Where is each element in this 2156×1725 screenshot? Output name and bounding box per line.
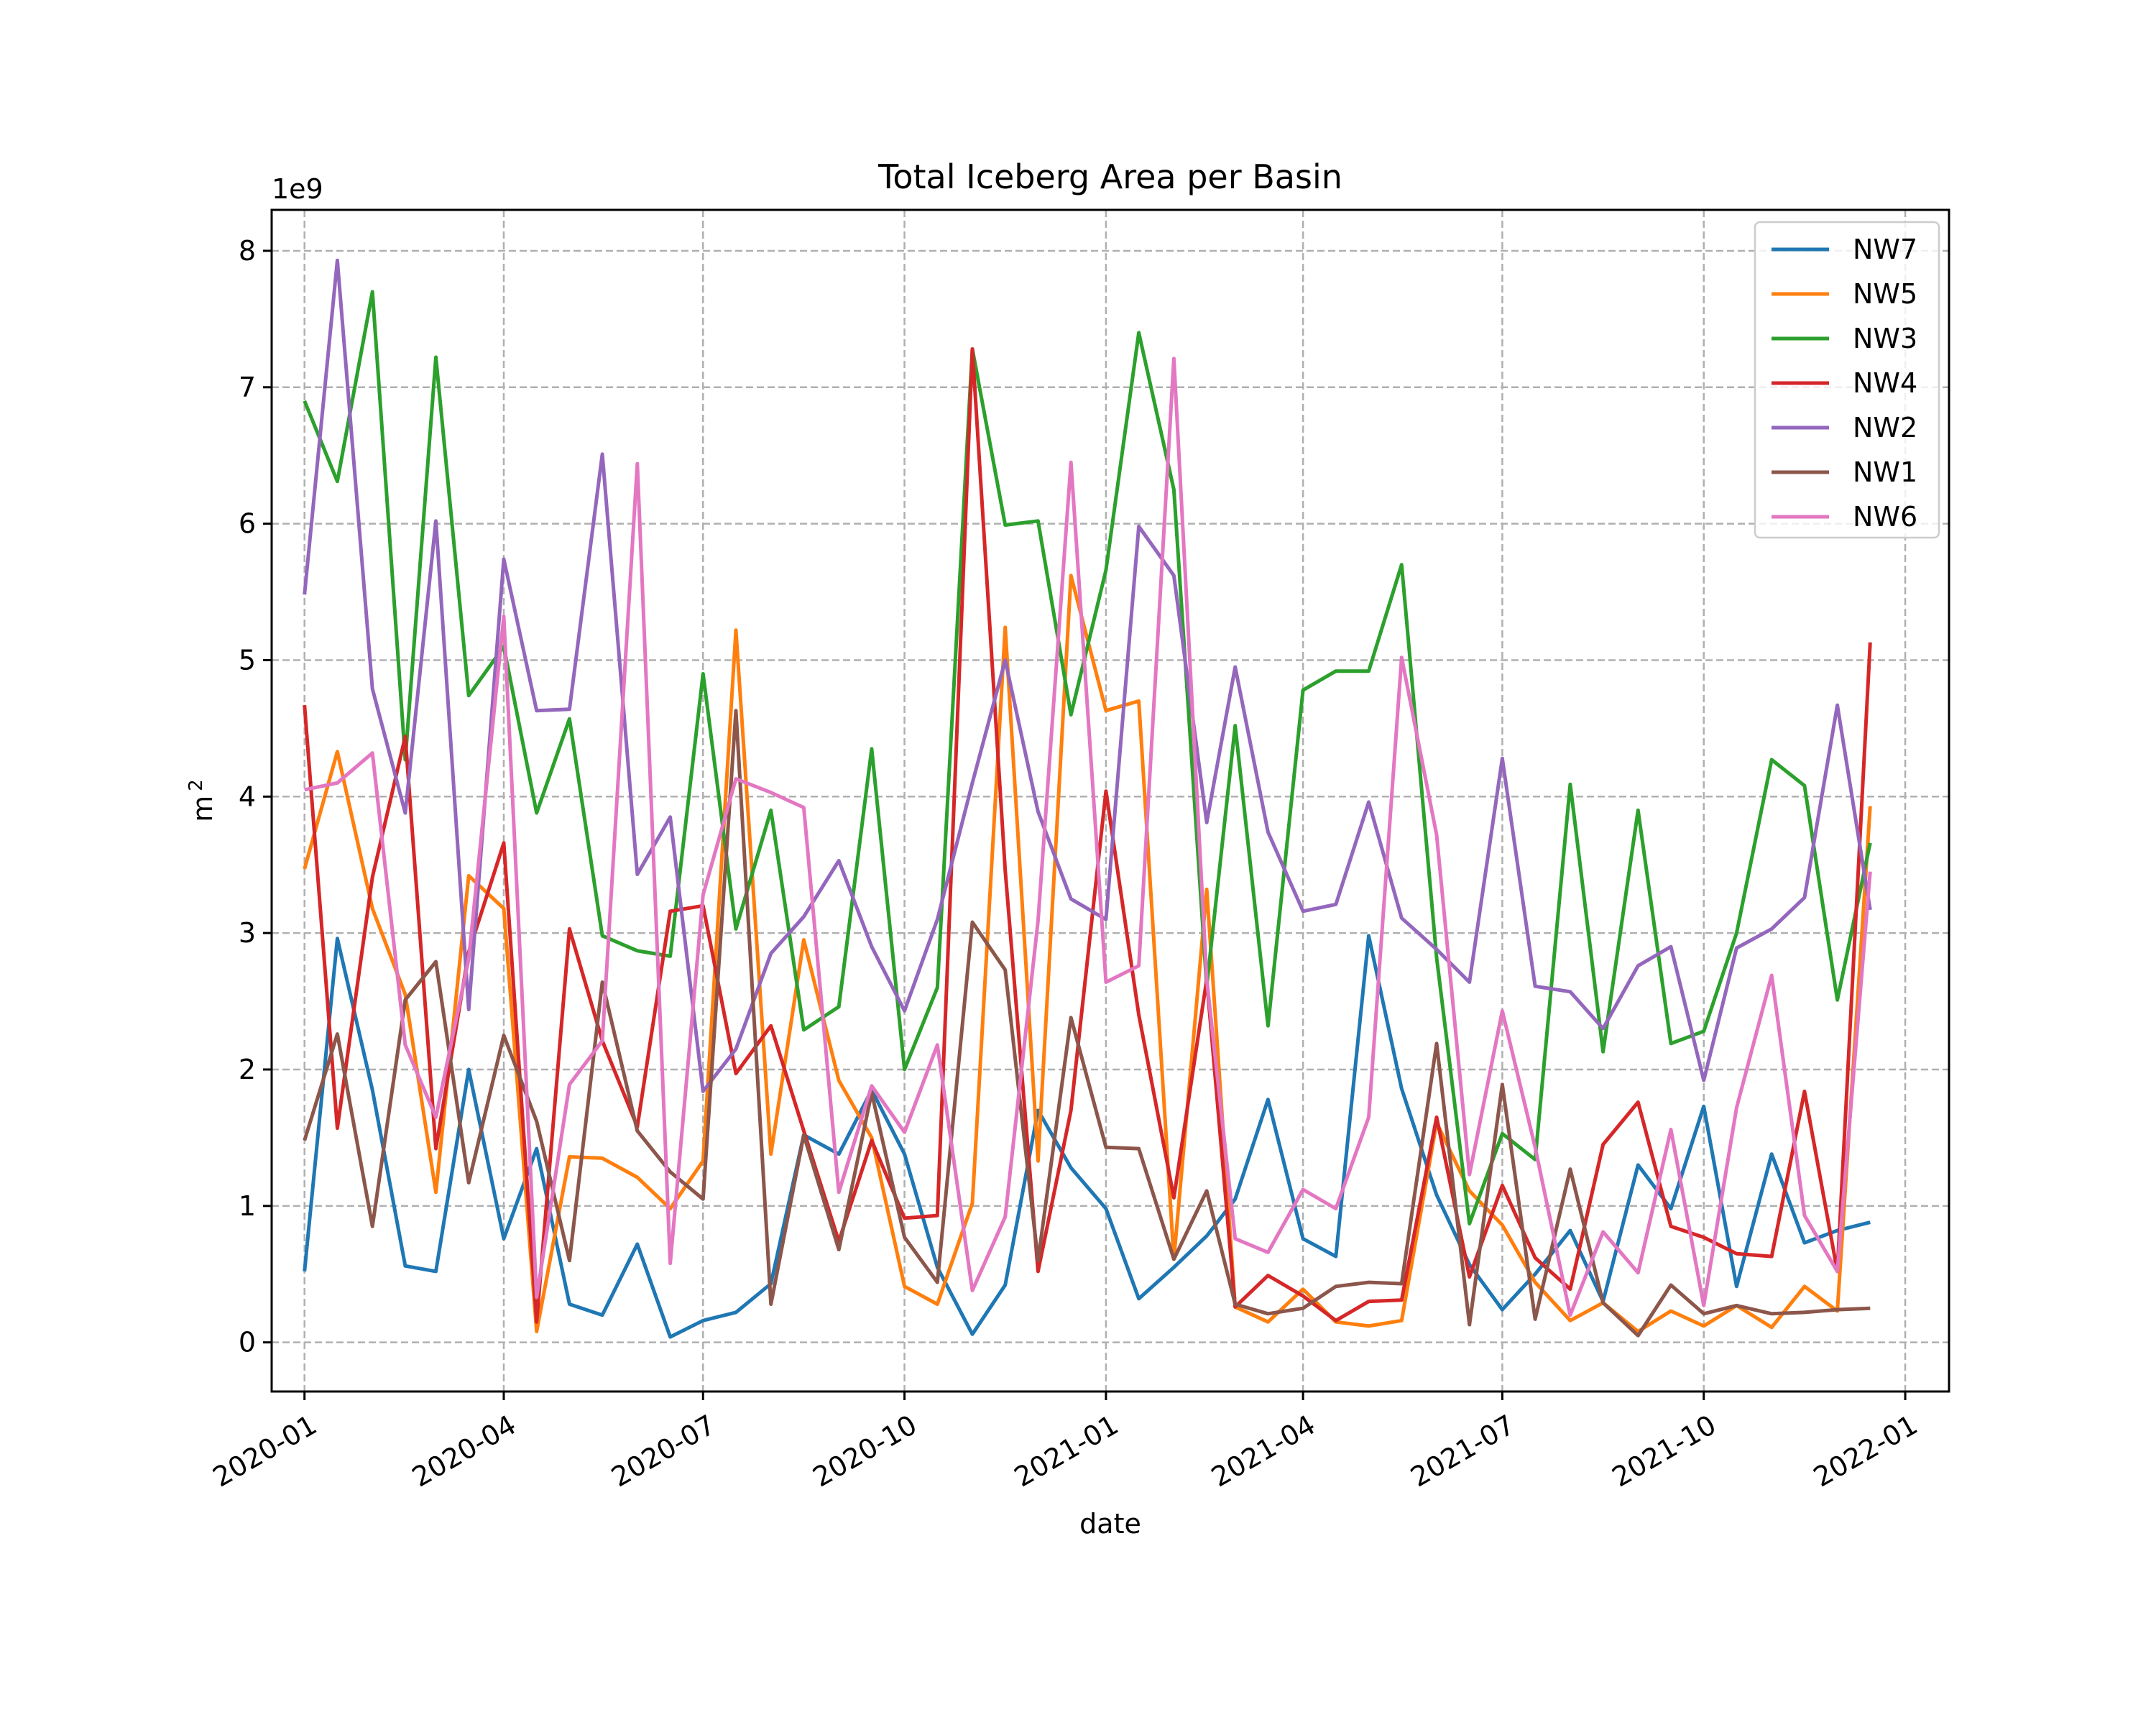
x-tick-label: 2022-01 [1808, 1409, 1923, 1493]
y-tick-label: 5 [239, 644, 256, 676]
legend-label-nw7: NW7 [1853, 234, 1917, 265]
x-tick-label: 2021-10 [1607, 1409, 1722, 1493]
x-axis-label: date [1079, 1508, 1141, 1540]
series-line-nw1 [303, 709, 1871, 1338]
y-axis-multiplier: 1e9 [272, 173, 323, 205]
y-tick-label: 1 [239, 1190, 256, 1222]
y-tick-label: 6 [239, 508, 256, 540]
y-tick-label: 8 [239, 235, 256, 267]
x-tick-label: 2020-04 [407, 1409, 522, 1493]
legend-label-nw2: NW2 [1853, 412, 1917, 443]
x-tick-label: 2021-07 [1405, 1409, 1520, 1493]
y-tick-label: 2 [239, 1054, 256, 1085]
series-line-nw3 [303, 290, 1872, 1225]
y-axis-label: m2 [185, 779, 218, 822]
x-tick-label: 2021-01 [1009, 1409, 1124, 1493]
plot-frame [270, 208, 1950, 1393]
y-axis-label-unit: m [187, 796, 218, 822]
y-tick-label: 4 [239, 781, 256, 812]
legend-label-nw6: NW6 [1853, 501, 1917, 533]
series-line-nw4 [303, 347, 1872, 1324]
axis-ticks: 2020-01 2020-04 2020-07 2020-10 2021-01 2021-… [208, 235, 1923, 1493]
legend-label-nw3: NW3 [1853, 323, 1917, 354]
legend: NW7 NW5 NW3 NW4 NW2 NW1 NW6 [1754, 221, 1940, 539]
y-tick-label: 7 [239, 372, 256, 403]
y-tick-label: 0 [239, 1327, 256, 1358]
x-tick-label: 2020-10 [808, 1409, 923, 1493]
x-tick-label: 2020-07 [606, 1409, 721, 1493]
grid [272, 210, 1949, 1392]
x-tick-label: 2020-01 [208, 1409, 323, 1493]
series-lines [303, 258, 1872, 1339]
y-axis-label-exponent: 2 [185, 779, 207, 791]
series-line-nw2 [303, 258, 1872, 1093]
legend-label-nw5: NW5 [1853, 278, 1917, 310]
chart-title: Total Iceberg Area per Basin [877, 157, 1342, 196]
x-tick-label: 2021-04 [1206, 1409, 1321, 1493]
legend-label-nw1: NW1 [1853, 456, 1917, 488]
series-line-nw7 [303, 934, 1871, 1339]
legend-label-nw4: NW4 [1853, 367, 1917, 399]
series-line-nw6 [304, 356, 1872, 1317]
y-tick-label: 3 [239, 917, 256, 949]
legend-box [1754, 221, 1940, 539]
